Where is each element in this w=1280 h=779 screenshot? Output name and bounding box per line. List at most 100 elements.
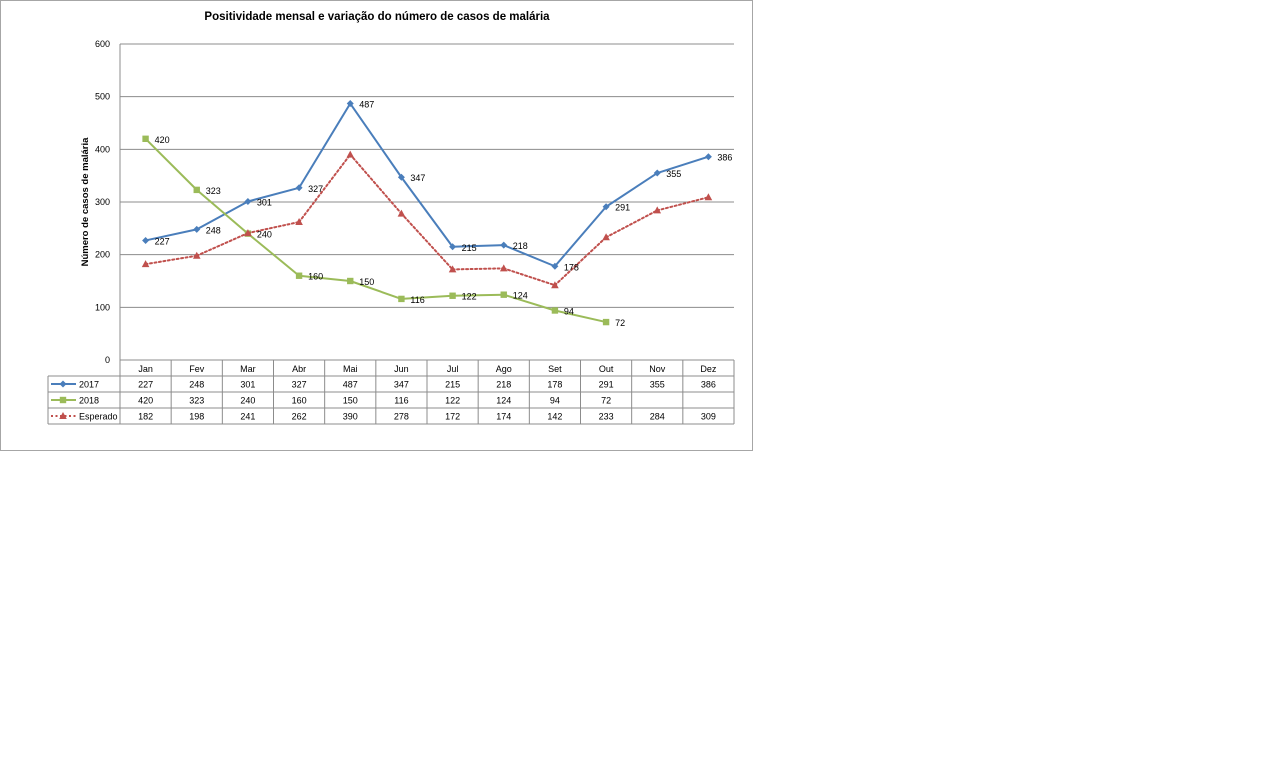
x-tick-label-jan: Jan (138, 364, 153, 374)
table-cell-2017-jun: 347 (394, 380, 409, 390)
table-cell-2017-mar: 301 (240, 380, 255, 390)
series-2018-data-label-jun: 116 (410, 295, 424, 305)
series-2017-segment-8 (553, 205, 608, 268)
table-cell-esperado-ago: 174 (496, 412, 511, 422)
table-cell-2018-abr: 160 (292, 396, 307, 406)
series-2018-data-label-ago: 124 (513, 291, 528, 301)
series-2017-data-label-jul: 215 (462, 243, 477, 253)
y-tick-label-0: 0 (105, 355, 110, 365)
series-2017-segment-4 (349, 102, 403, 179)
x-tick-label-out: Out (599, 364, 614, 374)
series-2017-point-mar (244, 197, 252, 205)
series-2018-data-label-mai: 150 (359, 277, 374, 287)
table-cell-2018-fev: 323 (189, 396, 204, 406)
table-cell-2017-jan: 227 (138, 380, 153, 390)
series-2017-point-ago (500, 241, 508, 249)
y-tick-label-300: 300 (95, 197, 110, 207)
table-cell-2017-fev: 248 (189, 380, 204, 390)
series-2018-segment-0 (144, 137, 198, 191)
data-labels: 227 248 301 327 487 347 215 218 178 291 355 386 420 3… (155, 100, 733, 329)
series-2018-segment-2 (246, 232, 301, 277)
x-tick-label-nov: Nov (649, 364, 666, 374)
grid-lines: 0 100 200 300 400 500 600 (95, 39, 734, 365)
series-2018-point-jun (398, 295, 405, 303)
series-esperado-point-nov (653, 206, 662, 214)
x-tick-label-set: Set (548, 364, 562, 374)
table-cell-2018-mai: 150 (343, 396, 358, 406)
series-2018-data-label-jul: 122 (462, 292, 477, 302)
series-2017-point-out (602, 203, 610, 211)
series-esperado-point-dez (704, 193, 713, 201)
series-2018-point-abr (295, 272, 303, 279)
series-2018-segment-6 (451, 293, 505, 297)
series-2017-point-jun (397, 173, 405, 181)
y-tick-label-200: 200 (95, 250, 110, 260)
series-2018-point-jul (449, 292, 456, 299)
table-cell-2017-abr: 327 (292, 380, 307, 390)
table-cell-esperado-jan: 182 (138, 412, 153, 422)
series-2018-point-out (602, 318, 610, 326)
series-2017-data-label-mai: 487 (359, 100, 374, 110)
series-esperado-point-ago (499, 264, 508, 272)
series-2018-segment-7 (502, 293, 556, 312)
series-2017-point-fev (193, 225, 201, 233)
table-cell-2017-ago: 218 (496, 380, 511, 390)
table-cell-2017-dez: 386 (701, 380, 716, 390)
legend-marker-2018 (59, 396, 67, 404)
table-cell-esperado-fev: 198 (189, 412, 204, 422)
table-cell-esperado-mar: 241 (240, 412, 255, 422)
table-cell-esperado-jul: 172 (445, 412, 460, 422)
y-tick-label-400: 400 (95, 144, 110, 154)
series-2018-segment-1 (195, 188, 249, 235)
series-esperado-point-out (602, 233, 610, 241)
series-2018-point-fev (193, 186, 200, 194)
table-cell-esperado-abr: 262 (292, 412, 307, 422)
series-esperado-point-abr (295, 218, 303, 226)
series-2018-data-label-jan: 420 (155, 135, 170, 145)
chart-title: Positividade mensal e variação do número… (204, 11, 550, 23)
series-lines (141, 100, 713, 326)
x-tick-label-jun: Jun (394, 364, 409, 374)
x-tick-label-mai: Mai (343, 364, 358, 374)
series-esperado-segment-3 (298, 153, 352, 224)
table-cell-2018-mar: 240 (240, 396, 255, 406)
series-esperado-point-jan (141, 260, 150, 268)
x-tick-label-jul: Jul (447, 364, 459, 374)
series-esperado-segment-2 (246, 221, 301, 235)
y-tick-label-500: 500 (95, 92, 110, 102)
table-cell-2018-ago: 124 (496, 396, 511, 406)
series-2017-segment-5 (400, 176, 454, 248)
series-2017-segment-10 (656, 155, 710, 175)
series-2017-segment-3 (298, 102, 352, 189)
legend-label-2018: 2018 (79, 396, 99, 406)
series-2018-data-label-abr: 160 (308, 272, 323, 282)
table-cell-2017-jul: 215 (445, 380, 460, 390)
series-2018-point-ago (500, 291, 507, 298)
series-esperado-segment-0 (144, 254, 198, 266)
table-cell-2017-out: 291 (599, 380, 614, 390)
series-2017-point-jan (142, 236, 150, 244)
series-2017-segment-6 (451, 244, 505, 248)
series-2017-data-label-mar: 301 (257, 197, 272, 207)
legend-label-2017: 2017 (79, 380, 99, 390)
series-2018-data-label-mar: 240 (257, 230, 272, 240)
series-esperado-segment-1 (195, 232, 249, 257)
x-tick-label-dez: Dez (700, 364, 717, 374)
series-2017-segment-0 (144, 228, 198, 242)
x-tick-label-ago: Ago (496, 364, 512, 374)
x-tick-label-abr: Abr (292, 364, 306, 374)
series-2018-point-set (551, 307, 559, 314)
series-2018-data-label-out: 72 (615, 318, 625, 328)
table-cell-esperado-dez: 309 (701, 412, 716, 422)
series-esperado-segment-4 (349, 153, 403, 215)
table-cell-2017-mai: 487 (343, 380, 358, 390)
data-table: Jan Fev Mar Abr Mai Jun Jul Ago Set Out Nov Dez 2017… (47, 359, 735, 425)
series-2017-point-mai (346, 100, 354, 108)
series-2017-point-abr (295, 184, 303, 192)
x-tick-label-mar: Mar (240, 364, 256, 374)
series-esperado-segment-7 (502, 267, 556, 287)
series-2017-data-label-abr: 327 (308, 184, 323, 194)
series-2018-point-mai (347, 277, 354, 285)
table-cell-esperado-jun: 278 (394, 412, 409, 422)
series-2018-segment-3 (298, 274, 352, 282)
